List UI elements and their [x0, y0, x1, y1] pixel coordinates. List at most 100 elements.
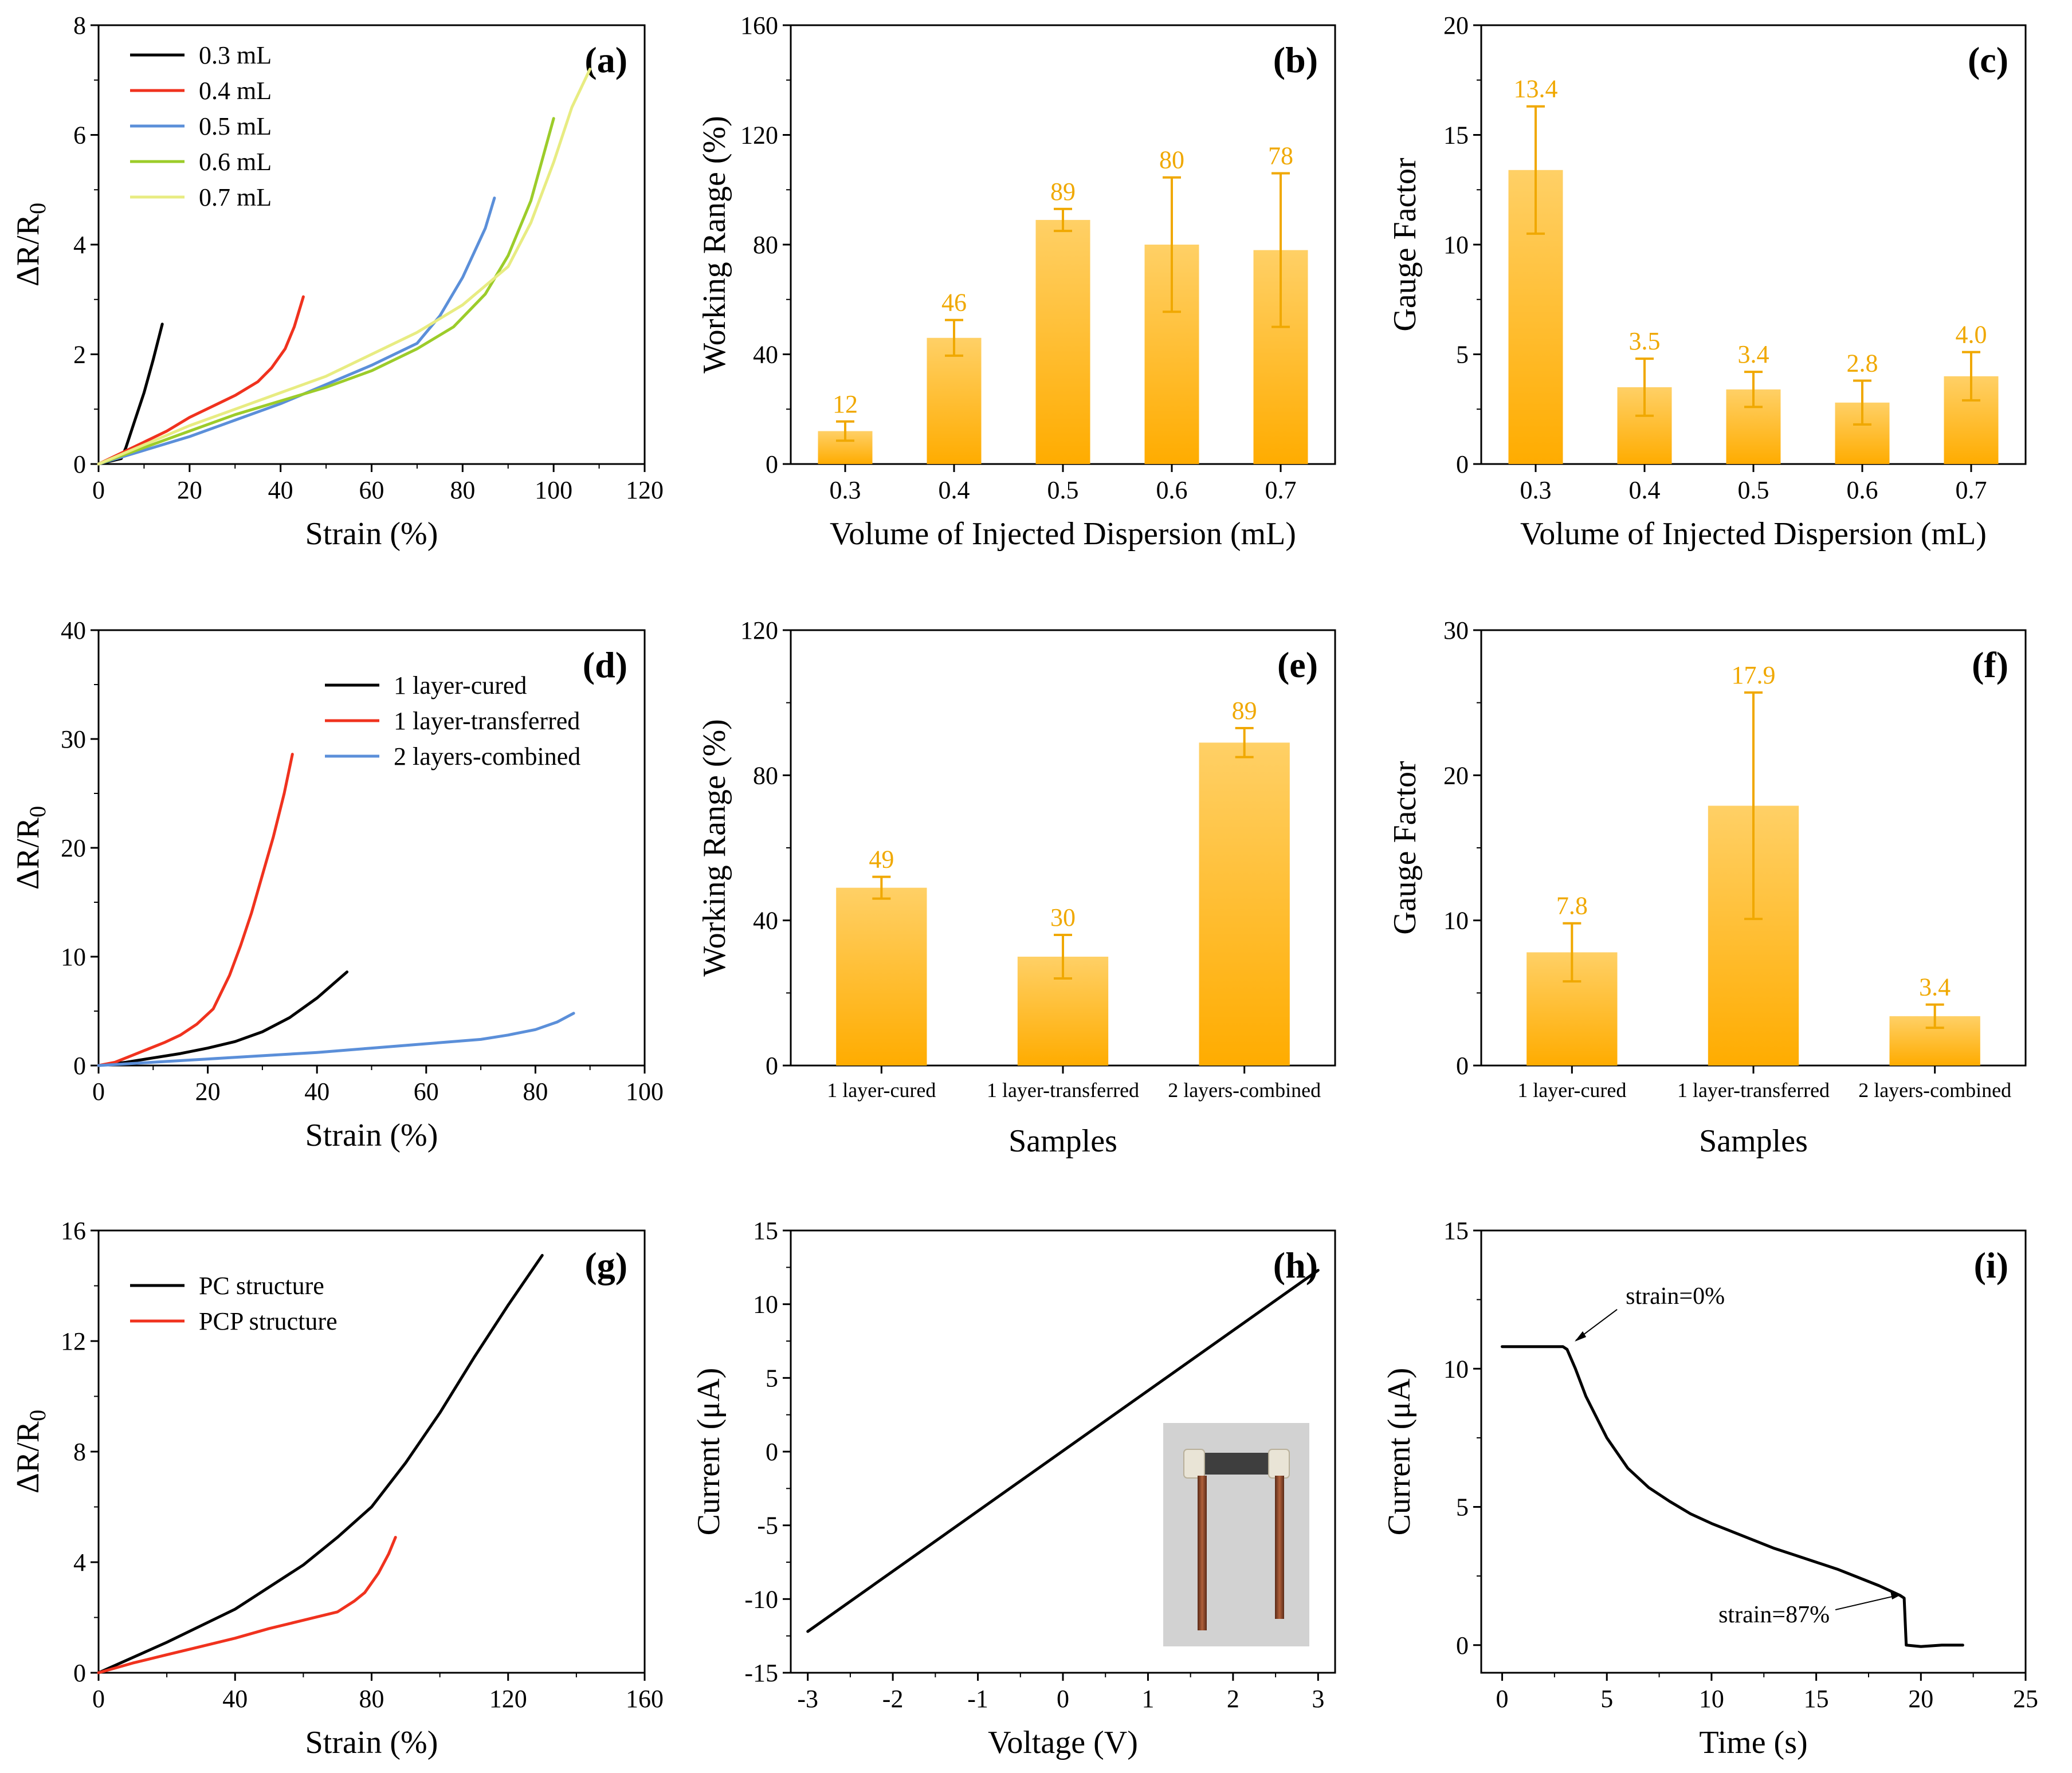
- y-tick-label: 40: [753, 907, 778, 935]
- bar-value-label: 12: [833, 390, 858, 418]
- panel-b: 0 40 80 120 160 0.3 0.4 0.5 0.6 0.7 Volume of Inje…: [697, 11, 1336, 552]
- x-tick-label: -3: [797, 1685, 818, 1713]
- y-tick-label: 10: [61, 943, 86, 971]
- y-tick-label: 2: [73, 341, 86, 369]
- x-tick-label: 40: [222, 1685, 248, 1713]
- legend-entry: 2 layers-combined: [394, 742, 580, 770]
- y-tick-label: 8: [73, 1438, 86, 1466]
- plot-frame: [1480, 1229, 2027, 1674]
- y-tick-label: 80: [753, 231, 778, 259]
- panel-letter: (g): [584, 1245, 627, 1285]
- y-tick-label: 120: [740, 121, 778, 150]
- panel-f: 0 10 20 30 1 layer-cured 1 layer-transferred 2…: [1387, 616, 2027, 1159]
- y-tick-label: 10: [1443, 907, 1469, 935]
- y-tick-label: 0: [73, 1659, 86, 1687]
- x-axis-label: Samples: [1699, 1123, 1808, 1159]
- y-tick-label: 15: [1443, 1217, 1469, 1245]
- series-line-1-layer-cured: [97, 970, 349, 1067]
- x-category-label: 1 layer-transferred: [1677, 1079, 1830, 1102]
- y-tick-label: 15: [753, 1217, 778, 1245]
- bar-value-label: 30: [1050, 903, 1076, 931]
- y-tick-label: 0: [766, 450, 778, 478]
- series-line-data: [806, 1269, 1320, 1633]
- x-tick-label: 20: [1908, 1685, 1933, 1713]
- x-axis-label: Strain (%): [305, 1725, 438, 1760]
- x-category-label: 1 layer-transferred: [987, 1079, 1139, 1102]
- x-category-label: 0.5: [1738, 476, 1769, 504]
- x-axis-label: Strain (%): [305, 1118, 438, 1153]
- x-tick-label: 120: [626, 476, 664, 504]
- y-tick-label: 80: [753, 761, 778, 789]
- y-tick-label: 20: [61, 834, 86, 862]
- series-line-0-7-ml: [97, 68, 592, 466]
- bar-value-label: 3.4: [1919, 973, 1951, 1001]
- x-tick-label: 3: [1312, 1685, 1324, 1713]
- annotation-arrowhead: [1890, 1591, 1901, 1600]
- legend-entry: 0.3 mL: [199, 41, 272, 69]
- series-line-pc-structure: [97, 1253, 544, 1674]
- bar: [927, 337, 982, 464]
- electrode-left: [1198, 1476, 1207, 1630]
- x-tick-label: 0: [92, 1685, 105, 1713]
- y-axis-label: Gauge Factor: [1387, 761, 1423, 935]
- x-category-label: 0.7: [1265, 476, 1297, 504]
- plot-frame: [97, 1229, 646, 1674]
- bar-value-label: 78: [1268, 142, 1293, 170]
- y-tick-label: 0: [73, 1052, 86, 1080]
- y-tick-label: 0: [766, 1438, 778, 1466]
- y-tick-label: 40: [61, 616, 86, 644]
- bar-value-label: 7.8: [1556, 892, 1588, 920]
- x-tick-label: 40: [304, 1078, 329, 1106]
- x-axis-label: Voltage (V): [988, 1725, 1138, 1760]
- y-tick-label: 0: [1456, 1052, 1469, 1080]
- series-line-data: [1501, 1345, 1964, 1648]
- panel-e: 0 40 80 120 1 layer-cured 1 layer-transferred…: [697, 616, 1336, 1159]
- y-tick-label: -5: [757, 1512, 778, 1540]
- bar-value-label: 3.5: [1629, 327, 1661, 355]
- series-line-0-5-ml: [97, 196, 496, 466]
- bar-value-label: 80: [1159, 146, 1184, 174]
- plot-frame: [97, 629, 646, 1067]
- y-axis-label: Current (μA): [691, 1368, 727, 1536]
- x-tick-label: 5: [1600, 1685, 1613, 1713]
- annotation-strain-87: strain=87%: [1718, 1602, 1830, 1628]
- bar-value-label: 17.9: [1732, 661, 1776, 689]
- bar: [1199, 742, 1290, 1066]
- clip-right: [1268, 1449, 1290, 1479]
- x-tick-label: 20: [177, 476, 202, 504]
- y-tick-label: 6: [73, 121, 86, 150]
- x-tick-label: 160: [626, 1685, 664, 1713]
- y-tick-label: 5: [766, 1364, 778, 1392]
- bar-value-label: 49: [869, 846, 894, 874]
- x-category-label: 1 layer-cured: [1517, 1079, 1626, 1102]
- panel-i: 0 5 10 15 0 5 10 15 20 25 Time (s) Current (μA) (i) s…: [1382, 1217, 2038, 1760]
- y-axis-label: ΔR/R0: [10, 806, 50, 890]
- x-category-label: 0.3: [1520, 476, 1552, 504]
- electrode-right: [1275, 1476, 1284, 1619]
- bar-value-label: 89: [1050, 178, 1076, 206]
- y-axis-label-sub: 0: [25, 203, 50, 214]
- y-tick-label: 4: [73, 1548, 86, 1577]
- annotation-arrow: [1835, 1594, 1900, 1611]
- legend-entry: PC structure: [199, 1272, 324, 1300]
- legend-entry: 1 layer-cured: [394, 671, 527, 699]
- legend-entry: 1 layer-transferred: [394, 707, 580, 735]
- x-tick-label: 80: [450, 476, 475, 504]
- panel-letter: (c): [1968, 40, 2008, 80]
- x-tick-label: 25: [2013, 1685, 2038, 1713]
- y-tick-label: 10: [1443, 231, 1469, 259]
- y-axis-label: Gauge Factor: [1387, 158, 1423, 332]
- bar-value-label: 46: [941, 289, 967, 317]
- x-category-label: 0.7: [1956, 476, 1987, 504]
- y-tick-label: -15: [744, 1659, 778, 1687]
- x-tick-label: -2: [882, 1685, 904, 1713]
- y-tick-label: 10: [1443, 1355, 1469, 1383]
- sensor-photo: [1163, 1423, 1309, 1646]
- annotation-arrowhead: [1575, 1331, 1587, 1342]
- panel-letter: (d): [583, 644, 627, 685]
- x-axis-label: Time (s): [1699, 1725, 1807, 1760]
- x-tick-label: 0: [92, 1078, 105, 1106]
